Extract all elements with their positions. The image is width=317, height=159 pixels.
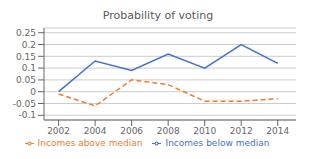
html-text:Incomes above median: Incomes above median — [37, 138, 143, 148]
svg-text:0.05: 0.05 — [16, 75, 36, 85]
svg-text:2010: 2010 — [193, 126, 216, 136]
svg-text:-0.05: -0.05 — [13, 99, 36, 109]
svg-text:2014: 2014 — [266, 126, 289, 136]
svg-text:0.25: 0.25 — [16, 28, 36, 38]
svg-text:2002: 2002 — [47, 126, 70, 136]
svg-text:0.15: 0.15 — [16, 52, 36, 62]
svg-text:2012: 2012 — [230, 126, 253, 136]
svg-text:2004: 2004 — [84, 126, 107, 136]
svg-text:0: 0 — [30, 87, 36, 97]
svg-text:-0.1: -0.1 — [18, 110, 36, 120]
html-text:Probability of voting: Probability of voting — [102, 9, 214, 22]
svg-text:0.1: 0.1 — [22, 63, 36, 73]
html-text:Incomes below median: Incomes below median — [165, 138, 270, 148]
svg-text:2008: 2008 — [157, 126, 180, 136]
svg-text:0.2: 0.2 — [22, 40, 36, 50]
svg-text:2006: 2006 — [120, 126, 143, 136]
